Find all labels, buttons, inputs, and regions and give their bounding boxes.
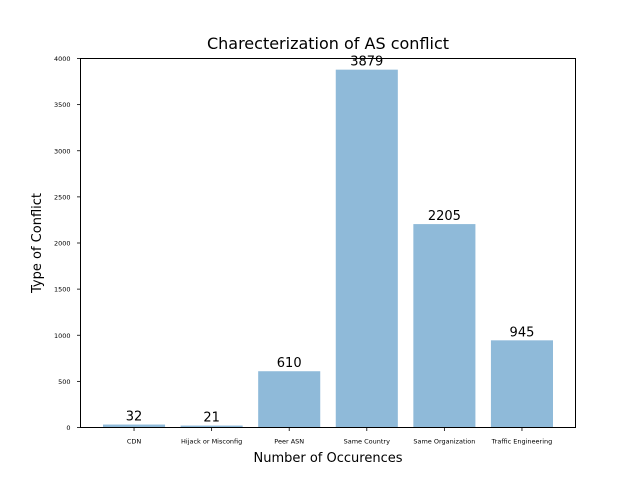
y-tick-label: 1000	[54, 332, 71, 340]
y-tick-label: 2000	[54, 240, 71, 248]
bar-value-label: 2205	[428, 209, 461, 224]
y-tick-label: 500	[58, 378, 70, 386]
x-tick-label: Traffic Engineering	[491, 438, 553, 446]
chart-title: Charecterization of AS conflict	[207, 34, 449, 53]
y-tick-label: 3000	[54, 147, 71, 155]
x-tick-label: Hijack or Misconfig	[181, 438, 242, 446]
bar-value-label: 3879	[350, 55, 383, 70]
bar-value-label: 610	[277, 356, 302, 371]
y-axis-label: Type of Conflict	[30, 193, 45, 294]
x-tick-label: Same Country	[344, 438, 390, 446]
plot-frame	[80, 58, 576, 428]
x-axis: CDN Hijack or Misconfig Peer ASN Same Count…	[127, 427, 553, 446]
y-tick-label: 3500	[54, 101, 71, 109]
y-tick-label: 2500	[54, 193, 71, 201]
bar-value-label: 945	[510, 325, 535, 340]
bar	[180, 425, 243, 428]
x-tick-label: Same Organization	[413, 438, 475, 446]
bar	[103, 424, 166, 428]
bar-value-label: 32	[126, 410, 143, 425]
bar	[335, 69, 398, 428]
y-axis: 0 500 1000 1500 2000 2500 3000 3500 4000	[54, 55, 81, 432]
bar	[413, 224, 476, 428]
y-tick-label: 4000	[54, 55, 71, 63]
x-tick-label: Peer ASN	[274, 438, 304, 446]
bar	[490, 340, 553, 428]
y-tick-label: 0	[66, 424, 70, 432]
bars-group	[103, 69, 553, 428]
x-tick-label: CDN	[127, 438, 142, 446]
bar-value-label: 21	[203, 411, 220, 426]
x-axis-label: Number of Occurences	[254, 451, 403, 466]
y-tick-label: 1500	[54, 286, 71, 294]
bar	[258, 371, 321, 428]
